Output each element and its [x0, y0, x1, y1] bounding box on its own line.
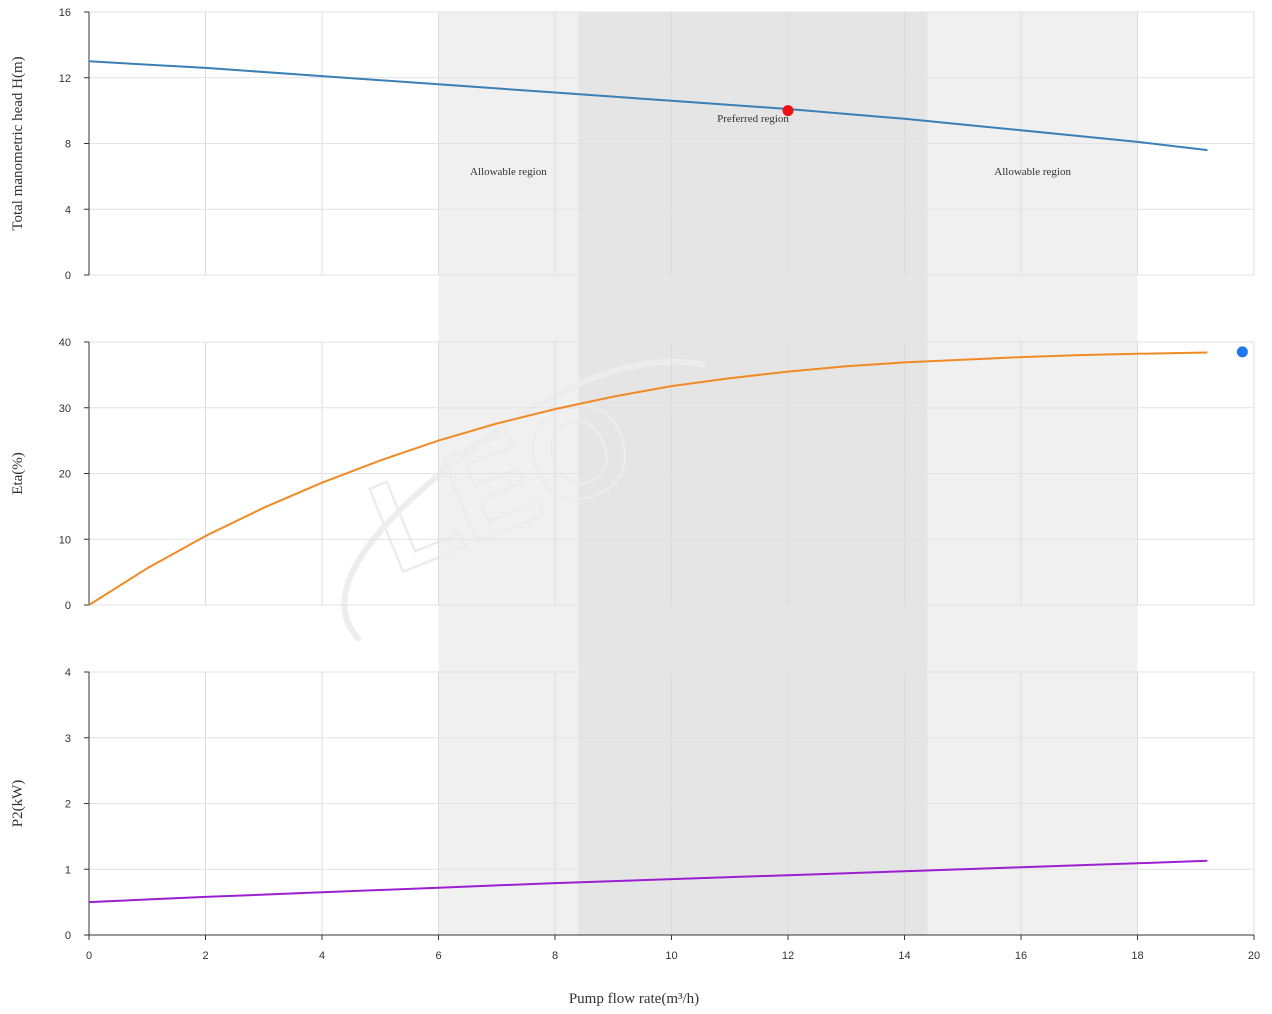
marker-point-efficiency [1237, 346, 1248, 357]
x-tick-label: 20 [1248, 950, 1260, 962]
y-tick-label: 30 [59, 403, 71, 415]
y-tick-label: 40 [59, 337, 71, 349]
y-tick-label: 3 [65, 733, 71, 745]
x-tick-label: 2 [202, 950, 208, 962]
x-tick-label: 6 [435, 950, 441, 962]
y-tick-label: 8 [65, 139, 71, 151]
x-tick-label: 14 [898, 950, 910, 962]
x-axis-label: Pump flow rate(m³/h) [569, 991, 699, 1007]
x-tick-label: 10 [665, 950, 677, 962]
y-tick-label: 4 [65, 204, 71, 216]
region-label-preferred: Preferred region [717, 113, 789, 125]
y-tick-label: 0 [65, 600, 71, 612]
y-tick-label: 20 [59, 469, 71, 481]
x-tick-label: 18 [1131, 950, 1143, 962]
region-label-allowable-left: Allowable region [470, 166, 547, 178]
y-tick-label: 2 [65, 799, 71, 811]
x-tick-label: 12 [782, 950, 794, 962]
y-tick-label: 10 [59, 534, 71, 546]
x-tick-label: 8 [552, 950, 558, 962]
x-tick-label: 0 [86, 950, 92, 962]
y-axis-label-efficiency: Eta(%) [10, 452, 26, 494]
y-tick-label: 0 [65, 270, 71, 282]
y-tick-label: 12 [59, 73, 71, 85]
y-tick-label: 1 [65, 864, 71, 876]
y-tick-label: 0 [65, 930, 71, 942]
x-tick-label: 4 [319, 950, 325, 962]
x-tick-label: 16 [1015, 950, 1027, 962]
y-tick-label: 16 [59, 7, 71, 19]
region-label-allowable-right: Allowable region [994, 166, 1071, 178]
y-tick-label: 4 [65, 667, 71, 679]
y-axis-label-head: Total manometric head H(m) [10, 56, 26, 230]
y-axis-label-power: P2(kW) [10, 780, 26, 828]
